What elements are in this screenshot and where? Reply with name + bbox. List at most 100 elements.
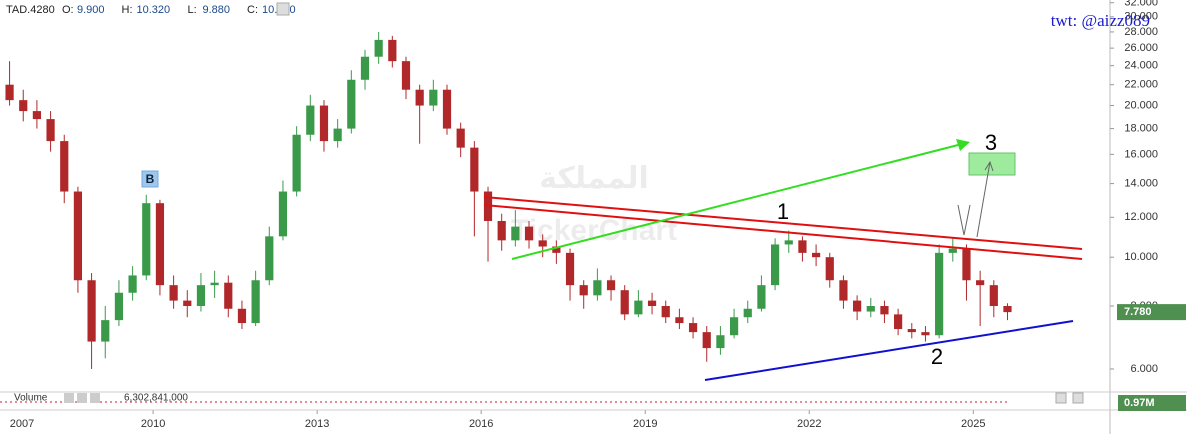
- watermark: TickerChart: [511, 214, 677, 247]
- candle-body: [798, 240, 807, 253]
- header-key: L:: [188, 4, 197, 16]
- pane-button[interactable]: [1072, 392, 1084, 404]
- trendline: [483, 204, 1083, 260]
- label-box: [141, 170, 159, 188]
- header-key: O:: [62, 4, 74, 16]
- watermark: المملكة: [539, 162, 649, 195]
- candle-body: [388, 39, 397, 62]
- candle-body: [429, 89, 438, 106]
- candle-body: [401, 61, 411, 90]
- candle-body: [196, 285, 206, 307]
- y-tick-label: 12.000: [1124, 211, 1158, 223]
- candle-body: [716, 335, 725, 349]
- pane-button[interactable]: [1055, 392, 1067, 404]
- y-tick-label: 20.000: [1124, 99, 1158, 111]
- candle-body: [839, 280, 848, 301]
- candle-body: [989, 285, 998, 307]
- candle-body: [688, 323, 698, 333]
- candle-body: [87, 280, 96, 342]
- candle-body: [579, 285, 588, 296]
- y-tick-label: 18.000: [1124, 123, 1158, 135]
- candle-body: [251, 280, 260, 324]
- candle-body: [770, 244, 780, 286]
- candle-body: [60, 141, 69, 192]
- candle-body: [128, 275, 137, 293]
- header-value: 9.900: [77, 4, 105, 16]
- y-tick-label: 24.000: [1124, 60, 1158, 72]
- candle-body: [935, 252, 944, 336]
- candle-body: [183, 300, 192, 307]
- x-axis: 2007 2010 2013 2016 2019 2022 2025: [10, 410, 986, 430]
- candle-body: [497, 220, 506, 241]
- annotation: B: [146, 172, 155, 186]
- candle-body: [976, 280, 985, 286]
- candle-body: [538, 240, 547, 247]
- volume-button[interactable]: [90, 393, 100, 403]
- candle-body: [319, 105, 329, 142]
- candle-body: [743, 308, 752, 318]
- candle-body: [853, 300, 862, 312]
- candle-body: [511, 226, 520, 241]
- x-tick-label: 2016: [469, 418, 493, 430]
- candle-body: [292, 134, 301, 192]
- candle-body: [456, 128, 465, 148]
- candle-body: [142, 203, 151, 276]
- candle-body: [5, 84, 14, 101]
- candle-body: [237, 308, 247, 324]
- candle-body: [647, 300, 657, 307]
- candle-body: [907, 329, 916, 333]
- candle-body: [894, 314, 903, 330]
- candle-body: [19, 100, 28, 112]
- candle-body: [593, 280, 602, 296]
- trendline: [704, 320, 1074, 381]
- candle-body: [962, 248, 971, 281]
- trendline: [483, 196, 1083, 250]
- candle-body: [278, 191, 288, 237]
- arrow-head: [956, 139, 970, 151]
- candle-body: [784, 240, 793, 245]
- y-tick-label: 26.000: [1124, 42, 1158, 54]
- candle-body: [333, 128, 342, 142]
- candle-body: [32, 111, 42, 120]
- annotation: 3: [985, 130, 997, 155]
- trendline: [511, 143, 963, 260]
- candle-body: [620, 290, 629, 315]
- y-tick-label: 10.000: [1124, 251, 1158, 263]
- annotation: twt: @aizz089: [1051, 11, 1150, 30]
- target-box: [968, 152, 1016, 176]
- y-axis: 6.0008.00010.00012.00014.00016.00018.000…: [1110, 0, 1186, 375]
- header-bg: [0, 2, 290, 18]
- y-tick-label: 16.000: [1124, 148, 1158, 160]
- y-tick-label: 6.000: [1130, 363, 1158, 375]
- candles: [5, 31, 1012, 369]
- candle-body: [46, 119, 55, 142]
- candle-body: [306, 105, 315, 135]
- marker: [957, 204, 971, 236]
- y-tick-label: 28.000: [1124, 26, 1158, 38]
- volume-tag: [1118, 395, 1186, 411]
- arrow-head: [984, 160, 994, 172]
- candle-body: [880, 306, 889, 315]
- candle-body: [825, 257, 834, 281]
- candle-body: [661, 306, 670, 318]
- header-button[interactable]: [276, 2, 290, 16]
- candle-body: [360, 56, 370, 80]
- candle-body: [347, 79, 356, 129]
- candle-body: [73, 191, 83, 281]
- annotation: 1: [777, 199, 789, 224]
- volume-last: 0.97M: [1124, 397, 1155, 409]
- volume-button[interactable]: [77, 393, 87, 403]
- y-tick-label: 30.000: [1124, 11, 1158, 23]
- candle-body: [265, 236, 274, 281]
- candle-body: [921, 332, 930, 336]
- candle-body: [1003, 306, 1012, 313]
- x-tick-label: 2013: [305, 418, 329, 430]
- drawings: [141, 139, 1083, 381]
- annotation: 2: [931, 344, 943, 369]
- volume-button[interactable]: [64, 393, 74, 403]
- candle-body: [415, 89, 424, 106]
- candle-body: [866, 306, 875, 312]
- candle-body: [757, 285, 766, 309]
- candle-body: [702, 332, 711, 349]
